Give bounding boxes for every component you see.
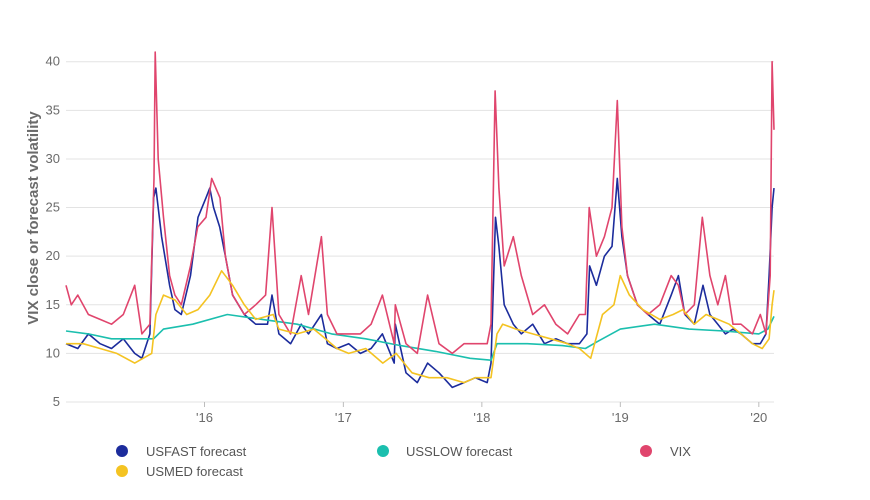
gridlines bbox=[66, 61, 774, 403]
y-tick-label: 40 bbox=[46, 54, 60, 69]
y-tick-label: 15 bbox=[46, 297, 60, 312]
y-tick-label: 10 bbox=[46, 345, 60, 360]
y-axis-title: VIX close or forecast volatility bbox=[25, 111, 42, 325]
legend-label-vix: VIX bbox=[670, 444, 691, 459]
y-tick-label: 35 bbox=[46, 102, 60, 117]
legend-label-usmed: USMED forecast bbox=[146, 464, 243, 479]
x-tick-label: '19 bbox=[612, 410, 629, 425]
series-line-vix bbox=[65, 51, 775, 355]
x-tick-label: '17 bbox=[335, 410, 352, 425]
legend: USFAST forecast USSLOW forecast VIX USME… bbox=[116, 444, 691, 479]
legend-swatch-vix bbox=[640, 445, 652, 457]
legend-swatch-usfast bbox=[116, 445, 128, 457]
y-tick-label: 20 bbox=[46, 248, 60, 263]
x-tick-label: '20 bbox=[750, 410, 767, 425]
series-line-usfast-forecast bbox=[65, 177, 775, 389]
legend-item-usfast: USFAST forecast bbox=[116, 444, 247, 459]
y-tick-label: 30 bbox=[46, 151, 60, 166]
y-tick-label: 5 bbox=[53, 394, 60, 409]
legend-label-usfast: USFAST forecast bbox=[146, 444, 247, 459]
x-tick-label: '16 bbox=[196, 410, 213, 425]
series-line-usslow-forecast bbox=[65, 313, 775, 362]
series-lines bbox=[65, 51, 775, 389]
y-axis-ticks: 5 10 15 20 25 30 35 40 bbox=[46, 54, 60, 409]
legend-item-vix: VIX bbox=[640, 444, 691, 459]
x-axis-ticks: '16 '17 '18 '19 '20 bbox=[196, 402, 767, 425]
y-tick-label: 25 bbox=[46, 200, 60, 215]
legend-swatch-usmed bbox=[116, 465, 128, 477]
series-line-usmed-forecast bbox=[66, 269, 775, 384]
legend-item-usslow: USSLOW forecast bbox=[377, 444, 513, 459]
legend-swatch-usslow bbox=[377, 445, 389, 457]
x-tick-label: '18 bbox=[473, 410, 490, 425]
legend-item-usmed: USMED forecast bbox=[116, 464, 243, 479]
legend-label-usslow: USSLOW forecast bbox=[406, 444, 513, 459]
